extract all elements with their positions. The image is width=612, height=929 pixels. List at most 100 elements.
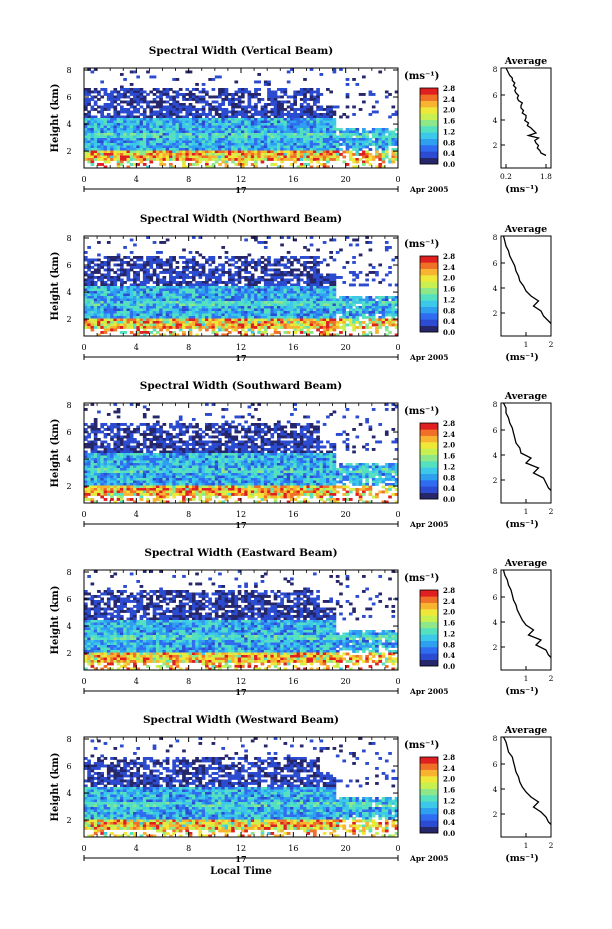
heatmap-cell [136, 308, 140, 312]
heatmap-cell [195, 158, 199, 161]
average-x-label: (ms⁻¹) [505, 184, 539, 195]
colorbar-swatch [420, 151, 438, 158]
heatmap-cell [244, 115, 248, 119]
heatmap-cell [283, 118, 288, 121]
heatmap-cell [205, 150, 209, 154]
heatmap-cell [280, 281, 284, 284]
heatmap-cell [224, 110, 229, 114]
heatmap-cell [155, 103, 160, 106]
heatmap-cell [172, 98, 176, 101]
heatmap-cell [90, 488, 95, 491]
heatmap-cell [178, 138, 183, 141]
heatmap-cell [129, 306, 134, 309]
heatmap-cell [113, 281, 118, 284]
heatmap-cell [214, 128, 219, 131]
heatmap-cell [322, 150, 327, 154]
heatmap-cell [185, 281, 190, 284]
heatmap-cell [152, 306, 157, 309]
heatmap-cell [106, 301, 111, 304]
heatmap-cell [391, 318, 396, 322]
heatmap-cell [263, 138, 268, 141]
heatmap-cell [296, 123, 301, 126]
heatmap-cell [250, 316, 255, 319]
heatmap-cell [191, 120, 196, 124]
heatmap-cell [129, 140, 134, 144]
heatmap-cell [316, 296, 320, 299]
heatmap-cell [306, 323, 311, 327]
heatmap-cell [283, 283, 288, 287]
heatmap-cell [165, 318, 170, 322]
heatmap-cell [123, 115, 127, 119]
heatmap-cell [191, 138, 196, 141]
heatmap-cell [250, 293, 255, 297]
heatmap-cell [119, 100, 124, 104]
heatmap-cell [362, 160, 366, 164]
heatmap-cell [149, 321, 154, 324]
heatmap-cell [267, 273, 271, 277]
heatmap-cell [162, 281, 167, 284]
heatmap-cell [348, 318, 353, 322]
heatmap-cell [231, 105, 235, 109]
heatmap-cell [303, 288, 307, 292]
heatmap-cell [149, 130, 154, 134]
heatmap-cell [205, 308, 209, 312]
heatmap-cell [319, 128, 324, 131]
heatmap-cell [159, 150, 163, 154]
heatmap-cell [159, 271, 163, 274]
heatmap-cell [100, 148, 105, 151]
heatmap-cell [188, 308, 193, 312]
heatmap-cell [97, 470, 101, 474]
heatmap-cell [169, 158, 173, 161]
heatmap-cell [172, 268, 176, 272]
heatmap-cell [237, 150, 242, 154]
heatmap-cell [237, 138, 242, 141]
heatmap-cell [286, 128, 291, 131]
heatmap-cell [110, 128, 114, 131]
heatmap-cell [362, 331, 366, 334]
heatmap-cell [316, 318, 320, 322]
heatmap-cell [316, 313, 320, 317]
heatmap-cell [116, 273, 121, 277]
heatmap-cell [119, 263, 124, 267]
heatmap-cell [352, 296, 356, 299]
heatmap-cell [352, 278, 356, 282]
heatmap-cell [159, 298, 163, 302]
heatmap-cell [159, 326, 163, 329]
heatmap-cell [371, 323, 376, 327]
heatmap-cell [90, 458, 95, 461]
heatmap-cell [362, 298, 366, 302]
heatmap-cell [185, 145, 190, 149]
heatmap-cell [93, 130, 98, 134]
heatmap-cell [113, 263, 118, 267]
heatmap-cell [309, 281, 314, 284]
heatmap-cell [257, 311, 262, 314]
heatmap-cell [201, 110, 206, 114]
heatmap-cell [345, 163, 350, 166]
heatmap-cell [119, 313, 124, 317]
heatmap-cell [100, 118, 105, 121]
heatmap-cell [322, 288, 327, 292]
heatmap-cell [293, 308, 297, 312]
heatmap-cell [97, 145, 101, 149]
heatmap-cell [90, 70, 95, 74]
heatmap-cell [342, 306, 347, 309]
heatmap-cell [234, 118, 239, 121]
heatmap-cell [355, 238, 360, 242]
heatmap-cell [139, 268, 144, 272]
heatmap-cell [142, 281, 147, 284]
heatmap-cell [273, 120, 278, 124]
heatmap-cell [332, 153, 337, 156]
heatmap-cell [123, 311, 127, 314]
heatmap-cell [139, 140, 144, 144]
heatmap-cell [250, 313, 255, 317]
heatmap-cell [309, 276, 314, 279]
heatmap-cell [106, 120, 111, 124]
heatmap-cell [90, 316, 95, 319]
heatmap-cell [365, 306, 369, 309]
heatmap-cell [286, 291, 291, 294]
heatmap-cell [208, 165, 212, 169]
heatmap-cell [316, 150, 320, 154]
heatmap-cell [185, 118, 190, 121]
heatmap-cell [231, 113, 235, 116]
heatmap-cell [342, 311, 347, 314]
